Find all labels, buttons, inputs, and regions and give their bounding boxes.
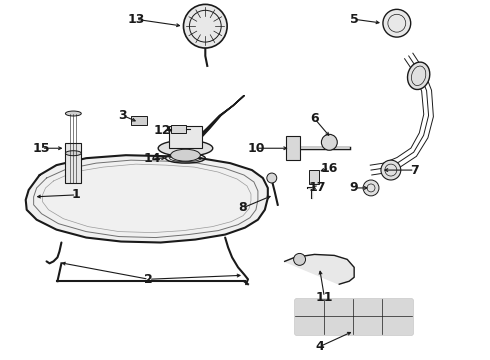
Text: 15: 15 — [33, 142, 50, 155]
Polygon shape — [353, 299, 382, 316]
Circle shape — [321, 134, 337, 150]
Text: 4: 4 — [315, 340, 324, 353]
Bar — [171, 125, 187, 133]
Text: 1: 1 — [72, 188, 81, 201]
Circle shape — [294, 253, 306, 265]
Text: 2: 2 — [145, 273, 153, 286]
Text: 14: 14 — [144, 152, 162, 165]
Text: 11: 11 — [316, 291, 333, 303]
Bar — [65, 143, 81, 183]
Text: 5: 5 — [350, 13, 359, 26]
Text: 3: 3 — [119, 109, 127, 122]
Circle shape — [267, 173, 277, 183]
Text: 7: 7 — [410, 163, 419, 176]
Polygon shape — [294, 316, 324, 334]
Text: 9: 9 — [350, 181, 359, 194]
Bar — [310, 170, 319, 184]
Ellipse shape — [171, 149, 200, 161]
Bar — [286, 136, 299, 160]
Bar — [294, 299, 412, 334]
Polygon shape — [382, 316, 412, 334]
Text: 17: 17 — [309, 181, 326, 194]
Bar — [131, 116, 147, 125]
Bar — [169, 126, 202, 148]
Polygon shape — [324, 299, 353, 316]
Ellipse shape — [65, 111, 81, 116]
Polygon shape — [353, 316, 382, 334]
Circle shape — [363, 180, 379, 196]
Polygon shape — [382, 299, 412, 316]
Text: 13: 13 — [127, 13, 145, 26]
Polygon shape — [324, 316, 353, 334]
Text: 8: 8 — [239, 201, 247, 214]
Text: 6: 6 — [310, 112, 319, 125]
Ellipse shape — [158, 140, 213, 156]
Circle shape — [183, 4, 227, 48]
Polygon shape — [294, 299, 324, 316]
Text: 16: 16 — [320, 162, 338, 175]
Polygon shape — [25, 155, 268, 243]
Polygon shape — [285, 255, 354, 284]
Text: 12: 12 — [154, 124, 172, 137]
Ellipse shape — [408, 62, 430, 90]
Ellipse shape — [65, 151, 81, 156]
Circle shape — [383, 9, 411, 37]
Text: 10: 10 — [247, 142, 265, 155]
Circle shape — [381, 160, 401, 180]
